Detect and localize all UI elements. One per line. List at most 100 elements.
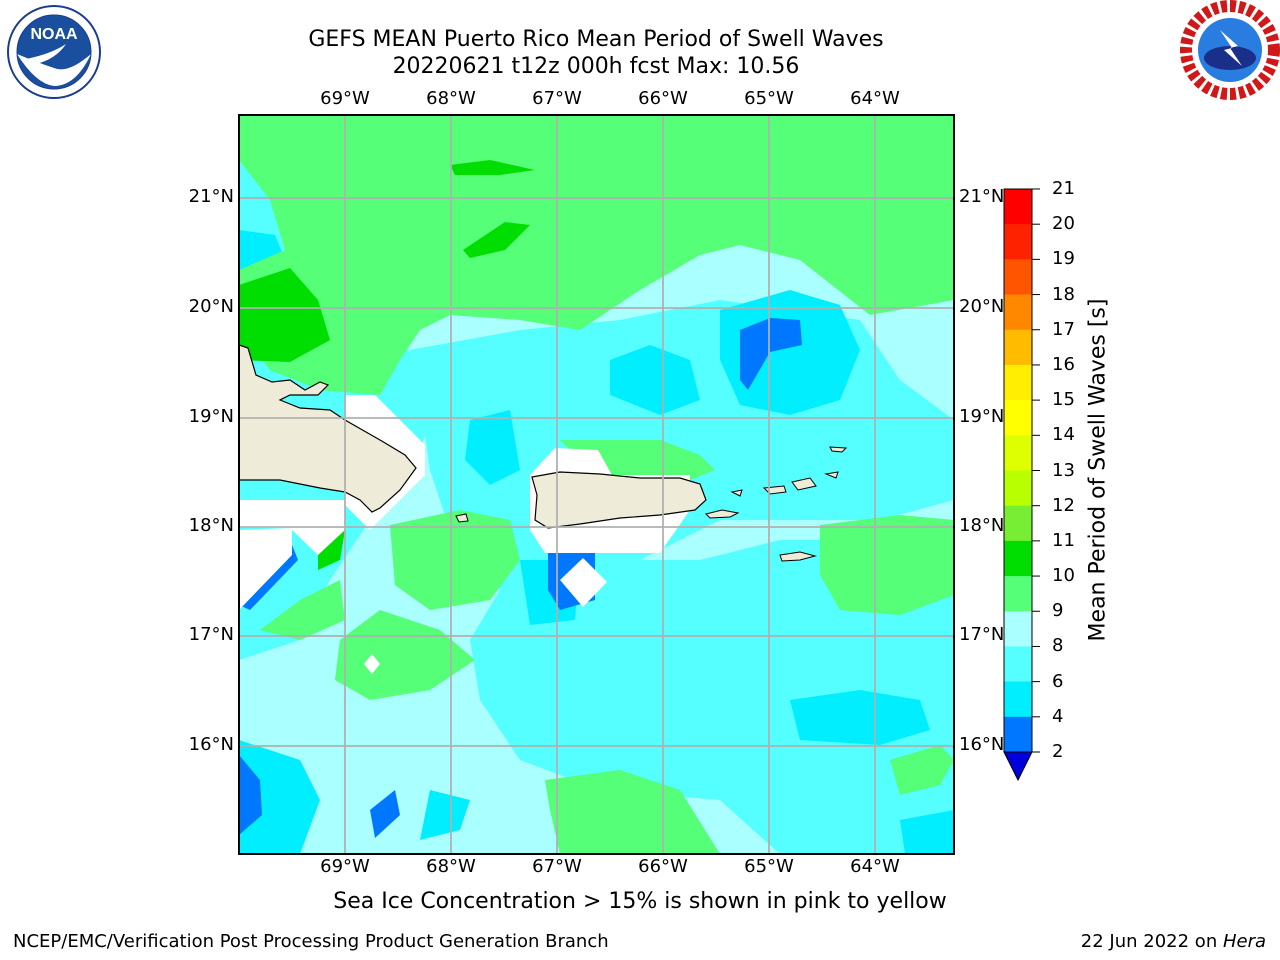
colorbar-tick-label: 10: [1052, 565, 1075, 587]
region-4-6-h: [900, 810, 954, 854]
region-9-10-south: [335, 610, 475, 700]
colorbar-segment: [1004, 329, 1032, 366]
region-2-4-a: [740, 318, 802, 390]
footer-credit: NCEP/EMC/Verification Post Processing Pr…: [13, 931, 609, 952]
footer-host: Hera: [1222, 931, 1266, 952]
region-10-11-b: [463, 222, 530, 258]
lat-label-right: 17°N: [959, 624, 1005, 645]
lat-label-right: 20°N: [959, 296, 1005, 317]
region-10-11-c: [450, 160, 535, 175]
colorbar-segment: [1004, 400, 1032, 436]
region-9-10-se: [545, 770, 720, 854]
lon-label-top: 69°W: [320, 88, 370, 109]
lon-label-bottom: 67°W: [532, 856, 582, 877]
colorbar-tick-label: 17: [1052, 318, 1075, 340]
region-9-10-far-se: [890, 745, 954, 795]
region-9-10-north: [239, 115, 954, 395]
region-4-6-g: [420, 790, 470, 840]
colorbar-tick-label: 6: [1052, 670, 1064, 692]
colorbar-segment: [1004, 716, 1032, 753]
land-hispaniola: [239, 344, 417, 513]
colorbar-tick-label: 8: [1052, 635, 1064, 657]
lat-label-right: 19°N: [959, 406, 1005, 427]
lat-label-left: 20°N: [188, 296, 234, 317]
region-2-4-c: [239, 755, 262, 835]
land-st-croix: [779, 551, 817, 562]
land-culebra: [730, 489, 743, 497]
lon-label-bottom: 66°W: [638, 856, 688, 877]
colorbar-tick-label: 18: [1052, 283, 1075, 305]
land-anegada: [829, 446, 848, 453]
colorbar-segment: [1004, 189, 1032, 225]
colorbar-segment: [1004, 576, 1032, 612]
region-4-6-f: [239, 740, 320, 854]
land-tortola: [791, 477, 817, 491]
chart-title: GEFS MEAN Puerto Rico Mean Period of Swe…: [308, 27, 884, 52]
colorbar-tick-label: 21: [1052, 178, 1075, 199]
lat-label-left: 19°N: [188, 406, 234, 427]
colorbar-tick-label: 11: [1052, 529, 1075, 551]
lat-label-right: 16°N: [959, 734, 1005, 755]
region-9-10-sw: [260, 580, 345, 640]
nodata-a: [239, 528, 292, 610]
nodata-f: [364, 654, 380, 674]
lat-label-left: 17°N: [188, 624, 234, 645]
colorbar-segment: [1004, 470, 1032, 507]
gridlines: [239, 115, 954, 854]
colorbar-tick-label: 15: [1052, 389, 1075, 411]
colorbar-segment: [1004, 646, 1032, 683]
colorbar-segment: [1004, 611, 1032, 647]
map-frame: [238, 114, 955, 855]
region-4-6-a: [610, 345, 700, 415]
colorbar-tick-label: 14: [1052, 424, 1075, 446]
region-9-10-mona: [390, 510, 520, 610]
colorbar-segment: [1004, 435, 1032, 471]
noaa-logo: NOAA: [7, 5, 101, 99]
colorbar-tick-label: 12: [1052, 494, 1075, 516]
lon-label-bottom: 69°W: [320, 856, 370, 877]
nws-logo: [1180, 0, 1280, 100]
colorbar-tick-label: 9: [1052, 600, 1064, 622]
colorbar-segment: [1004, 540, 1032, 577]
colorbar-tick-label: 4: [1052, 705, 1064, 727]
region-4-6-e: [790, 690, 930, 745]
colorbar-tick-label: 16: [1052, 353, 1075, 375]
colorbar-segment: [1004, 681, 1032, 718]
lon-label-top: 66°W: [638, 88, 688, 109]
lat-label-right: 18°N: [959, 515, 1005, 536]
lon-label-bottom: 65°W: [744, 856, 794, 877]
colorbar-tick-label: 20: [1052, 213, 1075, 235]
lon-label-bottom: 68°W: [426, 856, 476, 877]
nodata-e: [560, 558, 607, 607]
lon-label-top: 68°W: [426, 88, 476, 109]
colorbar-title: Mean Period of Swell Waves [s]: [1085, 298, 1111, 642]
region-4-6-b: [720, 290, 860, 415]
footer-date: 22 Jun 2022 on Hera: [1081, 931, 1266, 952]
lat-label-right: 21°N: [959, 186, 1005, 207]
colorbar-segment: [1004, 294, 1032, 331]
swell-period-field: [239, 115, 954, 854]
region-4-6-c: [465, 410, 520, 485]
sea-ice-note: Sea Ice Concentration > 15% is shown in …: [333, 889, 947, 914]
footer-date-text: 22 Jun 2022 on: [1080, 931, 1223, 952]
colorbar-segment: [1004, 224, 1032, 260]
lat-label-left: 21°N: [188, 186, 234, 207]
chart-subtitle: 20220621 t12z 000h fcst Max: 10.56: [392, 54, 800, 79]
colorbar-segment: [1004, 505, 1032, 542]
region-2-4-b: [370, 790, 400, 838]
lon-label-top: 64°W: [850, 88, 900, 109]
land-virgin-gorda: [824, 471, 839, 479]
colorbar-extend-arrow: [1003, 751, 1033, 782]
land-vieques: [705, 509, 740, 519]
colorbar-tick-label: 2: [1052, 741, 1064, 762]
noaa-logo-text: NOAA: [30, 26, 78, 43]
colorbar-segment: [1004, 364, 1032, 401]
colorbar-tick-label: 13: [1052, 459, 1075, 481]
lon-label-top: 67°W: [532, 88, 582, 109]
lat-label-left: 18°N: [188, 515, 234, 536]
colorbar-segment: [1004, 259, 1032, 296]
region-10-11-a: [239, 268, 330, 362]
region-9-10-east: [820, 515, 954, 615]
land-mona-island: [455, 513, 469, 523]
